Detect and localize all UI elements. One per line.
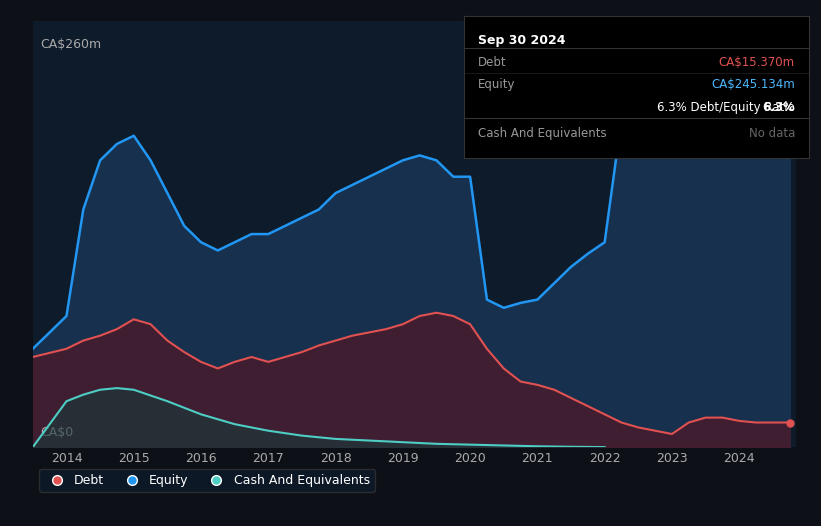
Text: Cash And Equivalents: Cash And Equivalents [478, 127, 606, 139]
Text: Debt: Debt [478, 56, 507, 68]
Text: CA$15.370m: CA$15.370m [718, 56, 795, 68]
Text: CA$245.134m: CA$245.134m [711, 78, 795, 92]
Legend: Debt, Equity, Cash And Equivalents: Debt, Equity, Cash And Equivalents [39, 469, 375, 492]
Text: CA$0: CA$0 [40, 426, 74, 439]
Text: 6.3%: 6.3% [762, 101, 795, 114]
Text: 6.3% Debt/Equity Ratio: 6.3% Debt/Equity Ratio [657, 101, 795, 114]
Text: No data: No data [749, 127, 795, 139]
Text: CA$260m: CA$260m [40, 38, 102, 51]
Text: Sep 30 2024: Sep 30 2024 [478, 34, 565, 47]
Text: Equity: Equity [478, 78, 515, 92]
